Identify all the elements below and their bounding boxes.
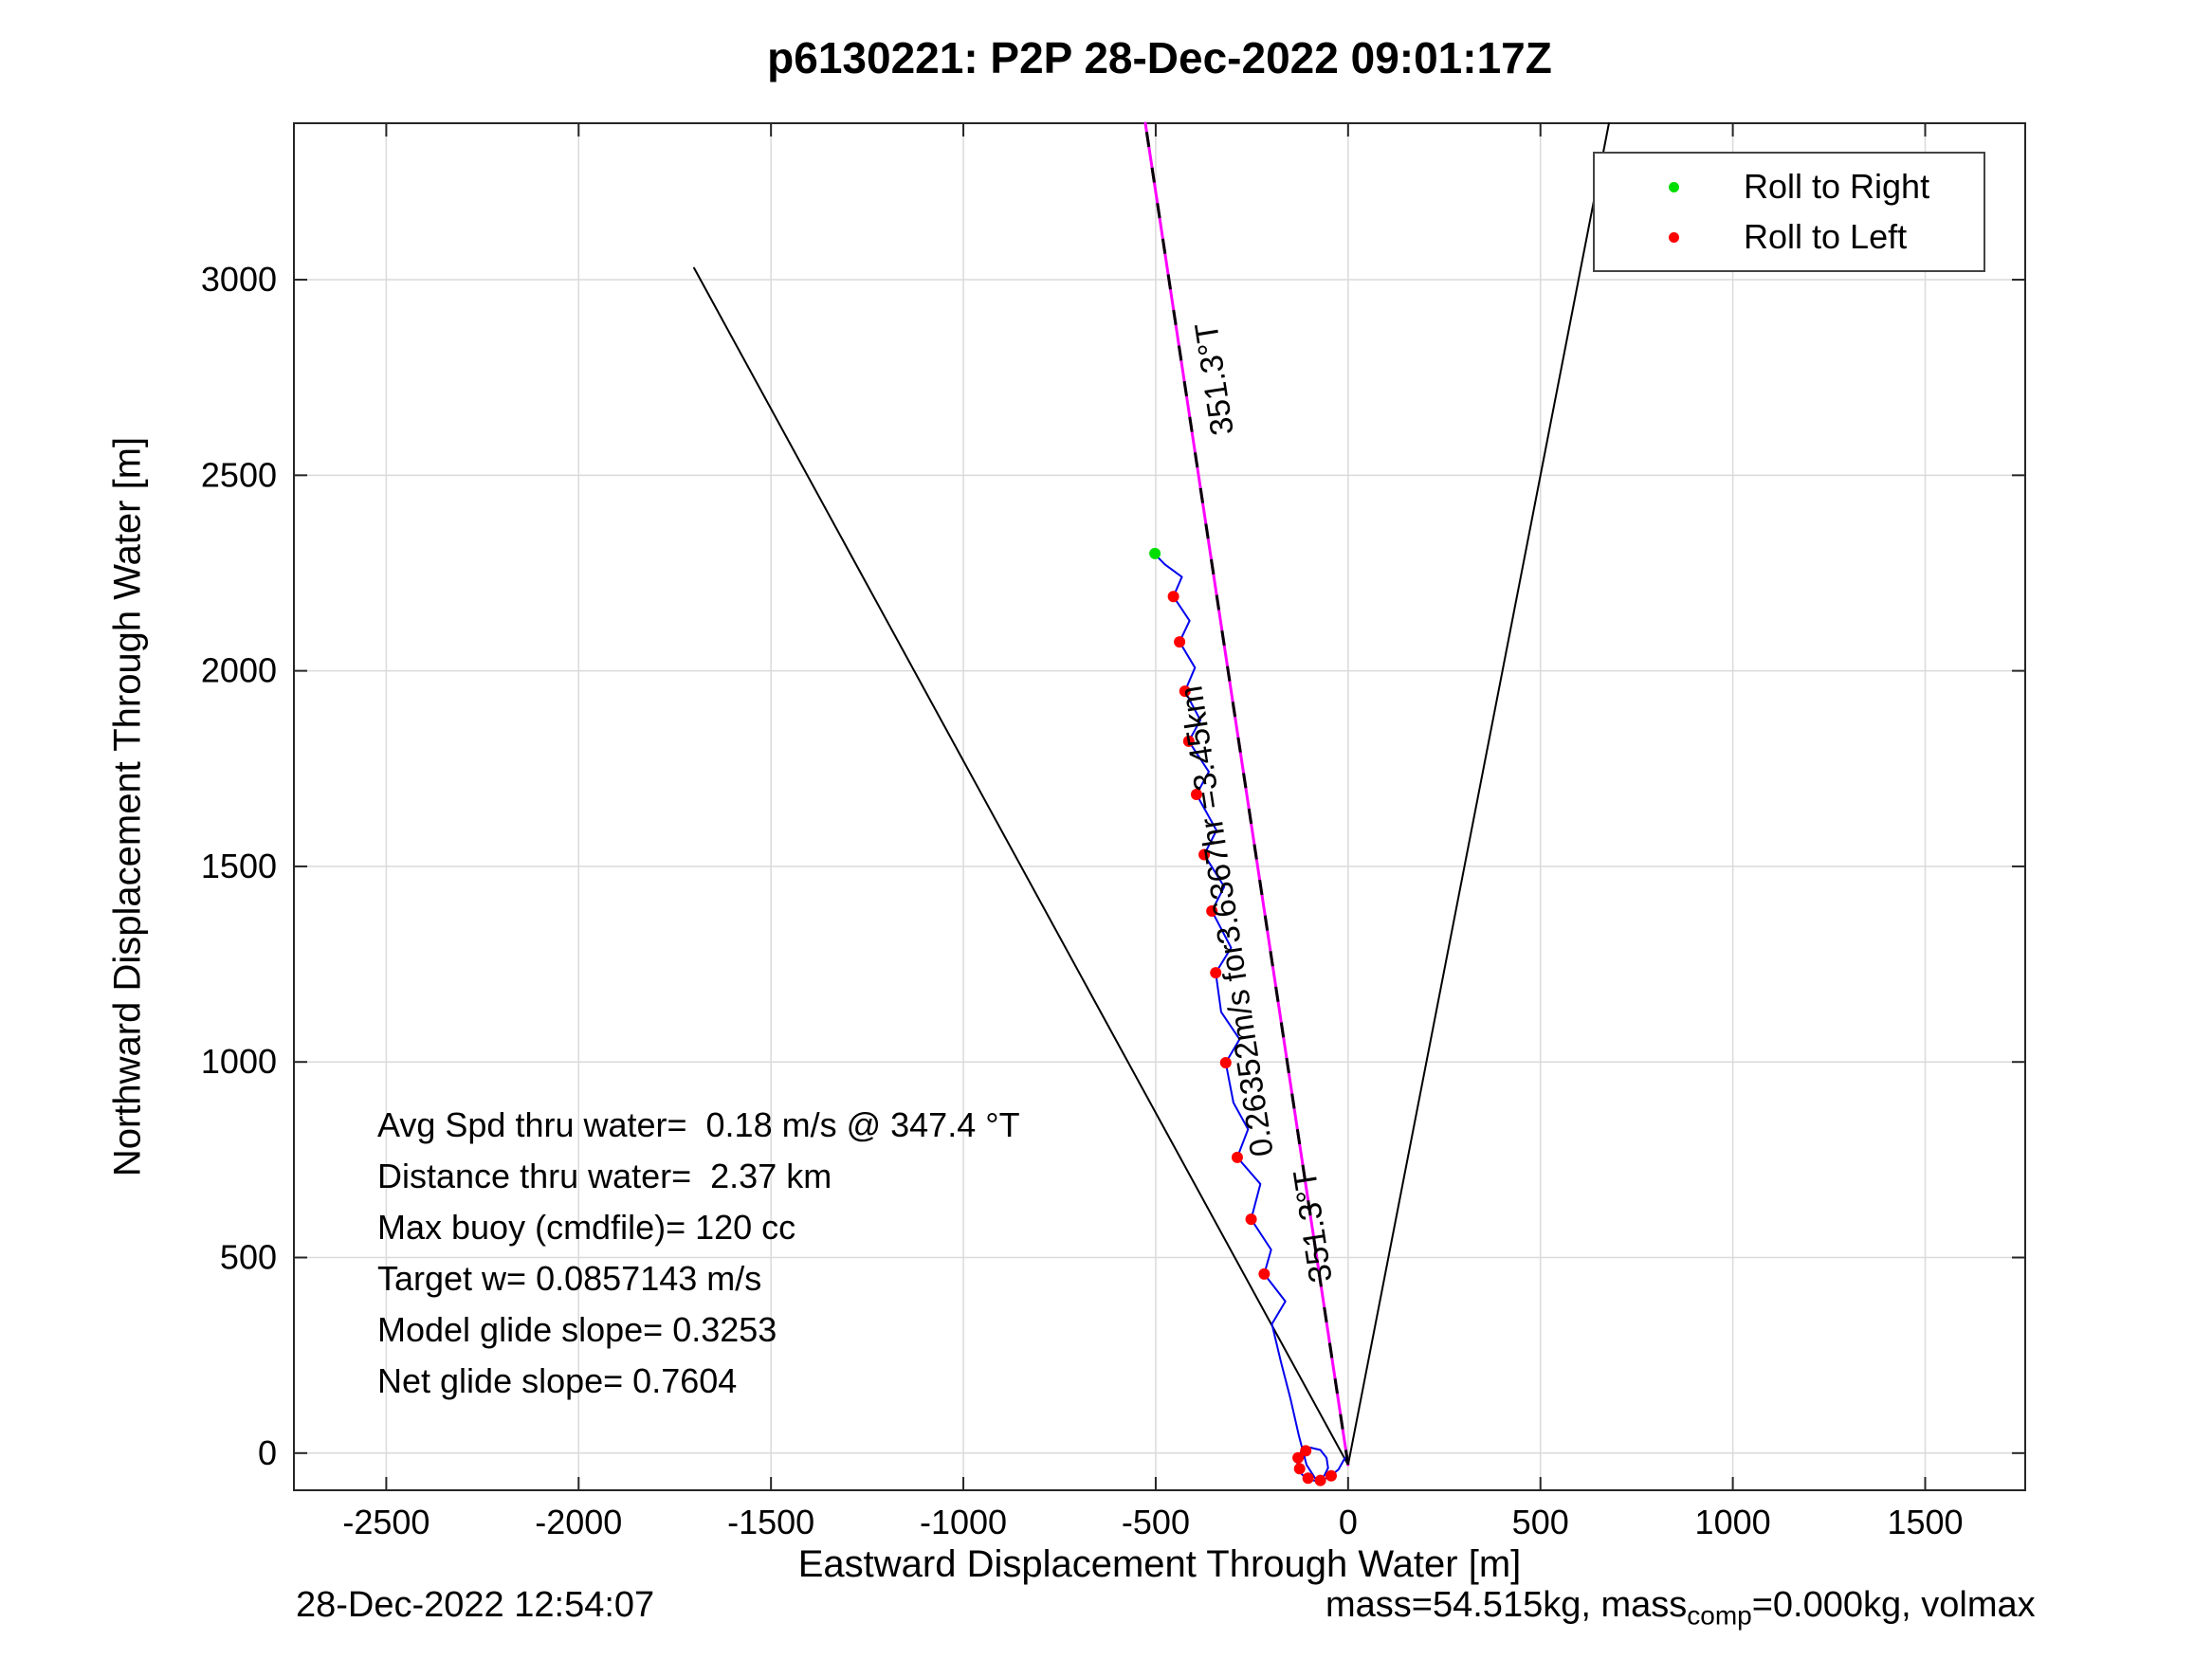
mass-comp-subscript: comp <box>1687 1600 1752 1631</box>
y-tick-label: 2000 <box>201 651 277 690</box>
x-tick-label: -2500 <box>342 1503 430 1541</box>
stats-line: Model glide slope= 0.3253 <box>377 1310 777 1349</box>
bearing-fan-right <box>1346 122 1610 1467</box>
roll-to-left-markers <box>1292 1451 1305 1464</box>
bearing-fan-left <box>693 266 1349 1467</box>
roll-to-left-markers <box>1325 1469 1337 1482</box>
legend-entry-label: Roll to Left <box>1744 217 1908 256</box>
roll-right-dot-icon <box>1669 181 1679 192</box>
legend-entry[interactable]: Roll to Left <box>1595 212 1983 263</box>
footer-timestamp: 28-Dec-2022 12:54:07 <box>296 1585 655 1625</box>
stats-line: Target w= 0.0857143 m/s <box>377 1259 762 1298</box>
x-axis-label: Eastward Displacement Through Water [m] <box>797 1543 1522 1585</box>
roll-to-left-markers <box>1219 1057 1232 1069</box>
stats-annotation: Avg Spd thru water= 0.18 m/s @ 347.4 °T D… <box>377 1100 1020 1407</box>
y-tick-label: 1500 <box>201 847 277 885</box>
course-annotation: 351.3°T <box>1188 320 1241 438</box>
roll-to-left-markers <box>1245 1213 1257 1226</box>
y-tick-label: 500 <box>220 1238 277 1277</box>
roll-to-left-markers <box>1190 789 1202 801</box>
roll-to-left-markers <box>1314 1474 1326 1486</box>
x-tick-label: -500 <box>1122 1503 1190 1541</box>
mass-text: mass=54.515kg, mass <box>1325 1585 1688 1625</box>
stats-line: Distance thru water= 2.37 km <box>377 1157 832 1195</box>
x-tick-label: 1000 <box>1695 1503 1771 1541</box>
legend: Roll to Right Roll to Left <box>1593 152 1985 272</box>
desired-course-line-dash-overlay <box>1143 122 1350 1466</box>
y-tick-label: 0 <box>258 1433 277 1472</box>
roll-to-left-markers <box>1167 591 1179 603</box>
x-tick-label: 1500 <box>1887 1503 1963 1541</box>
stats-line: Avg Spd thru water= 0.18 m/s @ 347.4 °T <box>377 1105 1020 1144</box>
roll-to-left-markers <box>1198 848 1211 861</box>
roll-to-left-markers <box>1210 967 1222 979</box>
x-tick-label: 500 <box>1512 1503 1569 1541</box>
roll-left-dot-icon <box>1669 231 1679 243</box>
x-tick-label: 0 <box>1339 1503 1358 1541</box>
x-tick-label: -1500 <box>727 1503 814 1541</box>
roll-to-left-markers <box>1258 1267 1271 1280</box>
mass-suffix-text: =0.000kg, volmax <box>1751 1585 2036 1625</box>
roll-to-left-markers <box>1206 904 1218 917</box>
y-tick-label: 3000 <box>201 260 277 299</box>
x-tick-label: -2000 <box>535 1503 622 1541</box>
roll-to-left-markers <box>1182 735 1195 747</box>
roll-to-left-markers <box>1293 1463 1306 1475</box>
y-tick-label: 1000 <box>201 1042 277 1081</box>
roll-to-left-markers <box>1174 636 1186 648</box>
plot-border <box>293 122 2026 1491</box>
x-tick-label: -1000 <box>920 1503 1007 1541</box>
stats-line: Net glide slope= 0.7604 <box>377 1361 738 1400</box>
legend-entry-label: Roll to Right <box>1744 167 1930 206</box>
footer-mass-info: mass=54.515kg, masscomp=0.000kg, volmax <box>1325 1585 2212 1632</box>
course-annotation: 351.3°T <box>1287 1168 1340 1285</box>
roll-to-right-markers <box>1149 547 1161 559</box>
y-axis-label: Northward Displacement Through Water [m] <box>106 436 149 1177</box>
chart-title: p6130221: P2P 28-Dec-2022 09:01:17Z <box>767 33 1552 82</box>
legend-entry[interactable]: Roll to Right <box>1595 162 1983 212</box>
stats-line: Max buoy (cmdfile)= 120 cc <box>377 1208 796 1247</box>
y-tick-label: 2500 <box>201 455 277 494</box>
roll-to-left-markers <box>1179 685 1191 698</box>
roll-to-left-markers <box>1300 1445 1312 1457</box>
roll-to-left-markers <box>1302 1472 1314 1485</box>
roll-to-left-markers <box>1231 1151 1243 1163</box>
